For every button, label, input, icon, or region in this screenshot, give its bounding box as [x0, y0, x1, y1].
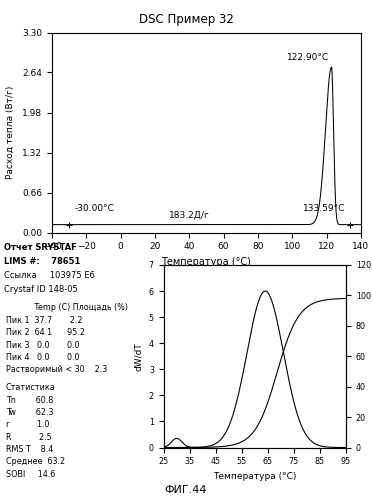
Text: RMS T    8.4: RMS T 8.4	[6, 445, 53, 454]
Text: 122.90°C: 122.90°C	[286, 52, 329, 62]
Text: Temp (C) Площадь (%): Temp (C) Площадь (%)	[7, 304, 128, 312]
Text: DSC Пример 32: DSC Пример 32	[138, 12, 234, 26]
Text: -30.00°C: -30.00°C	[74, 204, 114, 213]
Text: Пик 1  37.7       2.2: Пик 1 37.7 2.2	[6, 316, 82, 325]
Text: LIMS #:    78651: LIMS #: 78651	[4, 256, 80, 266]
Text: Пик 2  64.1      95.2: Пик 2 64.1 95.2	[6, 328, 84, 338]
Text: Отчет SRYSTAF: Отчет SRYSTAF	[4, 242, 77, 252]
Text: SOBI     14.6: SOBI 14.6	[6, 470, 55, 478]
Text: Tn        60.8: Tn 60.8	[6, 396, 53, 404]
Text: Статистика: Статистика	[6, 384, 55, 392]
Text: Пик 3   0.0       0.0: Пик 3 0.0 0.0	[6, 340, 79, 349]
Text: Пик 4   0.0       0.0: Пик 4 0.0 0.0	[6, 353, 79, 362]
X-axis label: Температура (°C): Температура (°C)	[213, 472, 296, 481]
Text: Crystaf ID 148-05: Crystaf ID 148-05	[4, 284, 77, 294]
Y-axis label: Расход тепла (Вт/г): Расход тепла (Вт/г)	[6, 86, 15, 179]
Text: Растворимый < 30    2.3: Растворимый < 30 2.3	[6, 366, 107, 374]
Text: ФИГ.44: ФИГ.44	[165, 485, 207, 495]
Text: 133.59°C: 133.59°C	[303, 204, 345, 213]
Text: R           2.5: R 2.5	[6, 432, 51, 442]
Text: 183.2Д/г: 183.2Д/г	[169, 210, 210, 219]
Text: Среднее  63.2: Среднее 63.2	[6, 457, 65, 466]
Y-axis label: dW/dT: dW/dT	[134, 342, 143, 370]
Text: Tw        62.3: Tw 62.3	[6, 408, 53, 417]
Text: r           1.0: r 1.0	[6, 420, 49, 430]
Text: Ссылка     103975 E6: Ссылка 103975 E6	[4, 270, 94, 280]
X-axis label: Температура (°C): Температура (°C)	[161, 257, 251, 267]
